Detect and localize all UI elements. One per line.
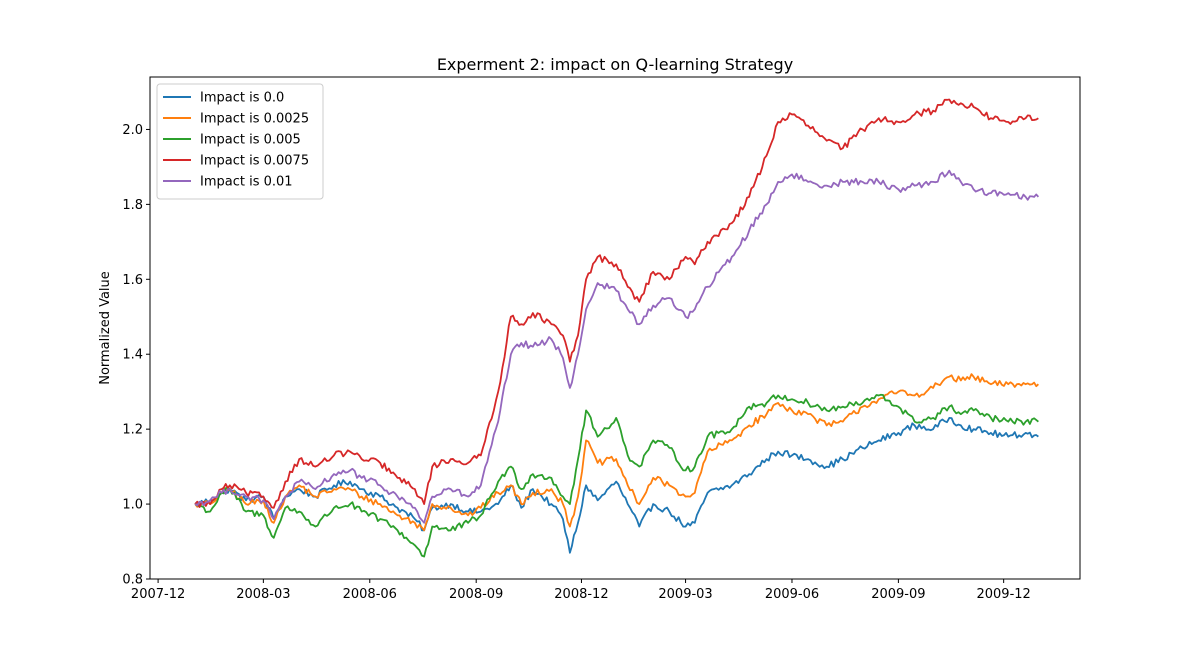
legend-label: Impact is 0.0: [200, 91, 284, 106]
series-line-2: [194, 393, 1039, 558]
chart-title: Experment 2: impact on Q-learning Strate…: [437, 55, 793, 74]
legend-label: Impact is 0.0075: [200, 154, 309, 169]
series-line-4: [194, 169, 1040, 524]
x-tick-label: 2008-09: [449, 587, 503, 602]
axes-layer: 2007-12 2008-03 2008-06 2008-09 2008-12 2009-…: [122, 76, 1081, 602]
series-line-3: [194, 98, 1039, 509]
y-axis-label: Normalized Value: [98, 271, 113, 385]
x-tick-label: 2009-03: [658, 587, 712, 602]
legend-label: Impact is 0.005: [200, 133, 301, 148]
series-line-1: [194, 373, 1039, 532]
y-tick-label: 2.0: [122, 123, 143, 138]
legend-box: [156, 83, 324, 200]
x-tick-label: 2008-03: [236, 587, 290, 602]
y-tick-label: 1.6: [122, 273, 143, 288]
legend-label: Impact is 0.01: [200, 175, 293, 190]
x-tick-label: 2007-12: [131, 587, 185, 602]
y-tick-label: 1.0: [122, 498, 143, 513]
x-tick-label: 2009-12: [976, 587, 1030, 602]
y-tick-label: 0.8: [122, 573, 143, 588]
y-tick-label: 1.2: [122, 423, 143, 438]
legend: Impact is 0.0 Impact is 0.0025 Impact is 0…: [156, 83, 324, 200]
y-tick-label: 1.4: [122, 348, 143, 363]
x-tick-label: 2009-06: [765, 587, 819, 602]
x-tick-label: 2008-06: [343, 587, 397, 602]
plot-frame: [149, 76, 1081, 580]
x-tick-label: 2008-12: [554, 587, 608, 602]
y-tick-label: 1.8: [122, 198, 143, 213]
series-layer: [194, 98, 1040, 558]
legend-label: Impact is 0.0025: [200, 112, 309, 127]
series-line-0: [194, 417, 1039, 554]
x-tick-label: 2009-09: [871, 587, 925, 602]
